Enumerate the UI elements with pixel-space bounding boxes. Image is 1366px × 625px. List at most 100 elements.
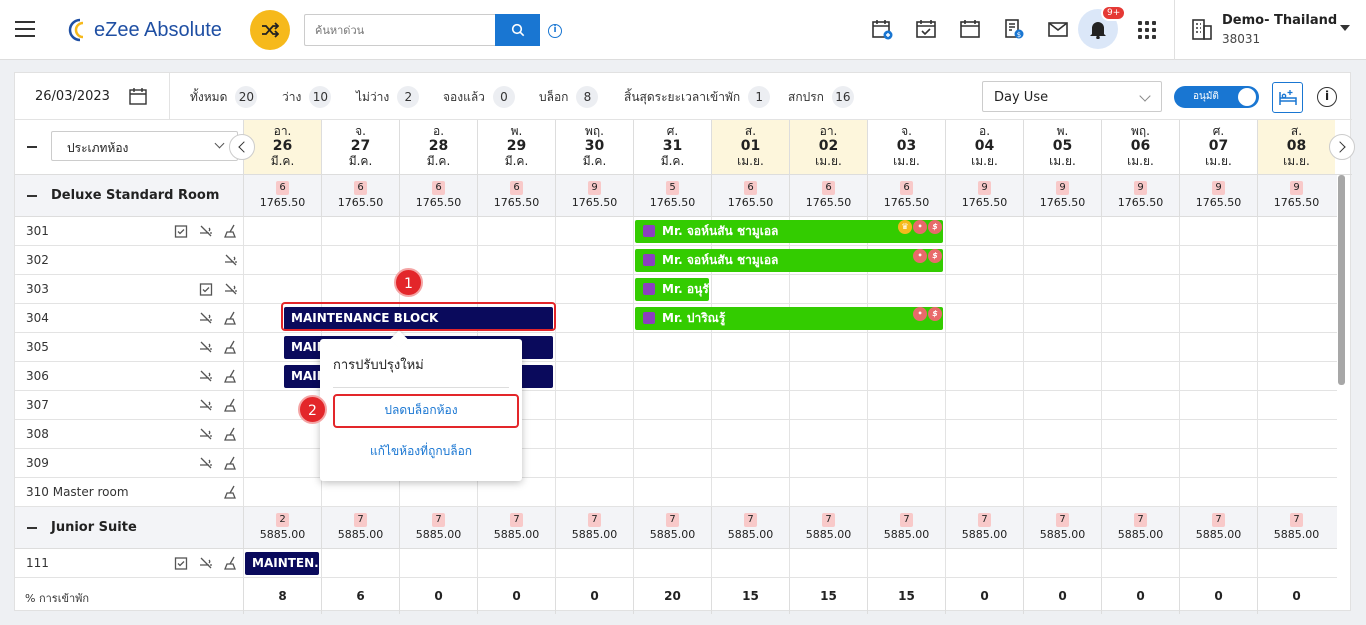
quick-search-input[interactable] xyxy=(304,14,495,46)
next-dates-button[interactable] xyxy=(1329,134,1355,160)
approve-toggle[interactable]: อนุมัติ xyxy=(1174,86,1259,108)
availability-cell[interactable]: 7 5885.00 xyxy=(321,507,399,548)
booking-bar[interactable]: Mr. จอห์นสัน ชามูเอล $ • ♛ xyxy=(635,220,943,243)
room-number[interactable]: 306 xyxy=(26,369,49,383)
housekeeping-broom-icon[interactable] xyxy=(224,555,238,570)
availability-cell[interactable]: 9 1765.50 xyxy=(555,175,633,216)
no-smoking-icon[interactable] xyxy=(224,281,238,295)
room-number[interactable]: 301 xyxy=(26,224,49,238)
help-info-icon[interactable]: i xyxy=(1317,87,1337,107)
collapse-section-icon[interactable] xyxy=(27,195,37,197)
availability-cell[interactable]: 6 1765.50 xyxy=(711,175,789,216)
availability-cell[interactable]: 6 1765.50 xyxy=(243,175,321,216)
calendar-check-icon[interactable] xyxy=(915,18,937,40)
property-name[interactable]: Demo- Thailand xyxy=(1222,13,1338,28)
availability-cell[interactable]: 6 1765.50 xyxy=(399,175,477,216)
prev-dates-button[interactable] xyxy=(229,134,255,160)
availability-cell[interactable]: 7 5885.00 xyxy=(1257,507,1335,548)
vertical-scrollbar[interactable] xyxy=(1338,175,1345,385)
availability-cell[interactable]: 9 1765.50 xyxy=(945,175,1023,216)
task-icon[interactable] xyxy=(199,281,213,296)
availability-cell[interactable]: 7 5885.00 xyxy=(555,507,633,548)
availability-cell[interactable]: 6 1765.50 xyxy=(867,175,945,216)
availability-cell[interactable]: 7 5885.00 xyxy=(867,507,945,548)
availability-cell[interactable]: 7 5885.00 xyxy=(945,507,1023,548)
room-assign-button[interactable] xyxy=(1272,82,1303,113)
availability-cell[interactable]: 7 5885.00 xyxy=(1179,507,1257,548)
task-icon[interactable] xyxy=(174,223,188,238)
stat-occupied[interactable]: ไม่ว่าง 2 xyxy=(356,86,420,108)
stat-due-out[interactable]: สิ้นสุดระยะเวลาเข้าพัก 1 xyxy=(624,86,771,108)
availability-cell[interactable]: 7 5885.00 xyxy=(399,507,477,548)
room-number[interactable]: 310 Master room xyxy=(26,485,129,499)
availability-cell[interactable]: 7 5885.00 xyxy=(477,507,555,548)
availability-cell[interactable]: 2 5885.00 xyxy=(243,507,321,548)
stat-vacant[interactable]: ว่าง 10 xyxy=(282,86,332,108)
availability-cell[interactable]: 7 5885.00 xyxy=(789,507,867,548)
mail-icon[interactable] xyxy=(1047,18,1069,40)
booking-bar[interactable]: Mr. ปาริณรู้ $ • xyxy=(635,307,943,330)
housekeeping-broom-icon[interactable] xyxy=(224,368,238,383)
view-select[interactable]: Day Use xyxy=(982,81,1162,112)
app-logo[interactable]: eZee Absolute xyxy=(66,16,222,44)
availability-cell[interactable]: 6 1765.50 xyxy=(789,175,867,216)
maintenance-block[interactable]: MAINTENANCE BLOCK xyxy=(284,307,553,330)
stat-reserved[interactable]: จองแล้ว 0 xyxy=(443,86,515,108)
housekeeping-broom-icon[interactable] xyxy=(224,397,238,412)
availability-cell[interactable]: 7 5885.00 xyxy=(633,507,711,548)
no-smoking-icon[interactable] xyxy=(199,397,213,411)
collapse-section-icon[interactable] xyxy=(27,527,37,529)
housekeeping-broom-icon[interactable] xyxy=(224,484,238,499)
housekeeping-broom-icon[interactable] xyxy=(224,426,238,441)
room-number[interactable]: 303 xyxy=(26,282,49,296)
edit-blocked-room-option[interactable]: แก้ไขห้องที่ถูกบล็อก xyxy=(369,444,473,458)
availability-cell[interactable]: 6 1765.50 xyxy=(321,175,399,216)
menu-icon[interactable] xyxy=(15,21,35,37)
no-smoking-icon[interactable] xyxy=(199,426,213,440)
calendar-picker-icon[interactable] xyxy=(129,87,147,105)
availability-cell[interactable]: 9 1765.50 xyxy=(1179,175,1257,216)
room-number[interactable]: 305 xyxy=(26,340,49,354)
task-icon[interactable] xyxy=(174,555,188,570)
availability-cell[interactable]: 7 5885.00 xyxy=(1101,507,1179,548)
stat-blocked[interactable]: บล็อก 8 xyxy=(539,86,599,108)
billing-icon[interactable]: $ xyxy=(1003,18,1025,40)
unblock-room-option[interactable]: ปลดบล็อกห้อง xyxy=(384,403,458,417)
search-button[interactable] xyxy=(495,14,540,46)
room-number[interactable]: 307 xyxy=(26,398,49,412)
no-smoking-icon[interactable] xyxy=(199,555,213,569)
availability-cell[interactable]: 7 5885.00 xyxy=(1023,507,1101,548)
room-number[interactable]: 111 xyxy=(26,556,49,570)
no-smoking-icon[interactable] xyxy=(199,455,213,469)
housekeeping-broom-icon[interactable] xyxy=(224,455,238,470)
no-smoking-icon[interactable] xyxy=(199,223,213,237)
maintenance-block[interactable]: MAINTEN... xyxy=(245,552,319,575)
availability-cell[interactable]: 9 1765.50 xyxy=(1257,175,1335,216)
housekeeping-broom-icon[interactable] xyxy=(224,223,238,238)
no-smoking-icon[interactable] xyxy=(199,368,213,382)
shuffle-button[interactable] xyxy=(250,10,290,50)
chevron-down-icon[interactable] xyxy=(1340,25,1350,31)
new-reservation-icon[interactable] xyxy=(871,18,893,40)
apps-grid-icon[interactable] xyxy=(1138,21,1156,39)
availability-cell[interactable]: 9 1765.50 xyxy=(1023,175,1101,216)
collapse-all-icon[interactable] xyxy=(27,146,37,148)
booking-bar[interactable]: Mr. จอห์นสัน ชามูเอล $ • xyxy=(635,249,943,272)
room-number[interactable]: 304 xyxy=(26,311,49,325)
housekeeping-broom-icon[interactable] xyxy=(224,310,238,325)
room-number[interactable]: 309 xyxy=(26,456,49,470)
room-number[interactable]: 308 xyxy=(26,427,49,441)
booking-bar[interactable]: Mr. อนุรั... xyxy=(635,278,709,301)
room-type-select[interactable]: ประเภทห้อง xyxy=(51,131,238,161)
no-smoking-icon[interactable] xyxy=(199,310,213,324)
no-smoking-icon[interactable] xyxy=(224,252,238,266)
room-number[interactable]: 302 xyxy=(26,253,49,267)
stat-dirty[interactable]: สกปรก 16 xyxy=(788,86,854,108)
availability-cell[interactable]: 5 1765.50 xyxy=(633,175,711,216)
stat-total[interactable]: ทั้งหมด 20 xyxy=(190,86,258,108)
housekeeping-broom-icon[interactable] xyxy=(224,339,238,354)
info-icon[interactable]: i xyxy=(548,24,562,38)
no-smoking-icon[interactable] xyxy=(199,339,213,353)
availability-cell[interactable]: 6 1765.50 xyxy=(477,175,555,216)
availability-cell[interactable]: 9 1765.50 xyxy=(1101,175,1179,216)
